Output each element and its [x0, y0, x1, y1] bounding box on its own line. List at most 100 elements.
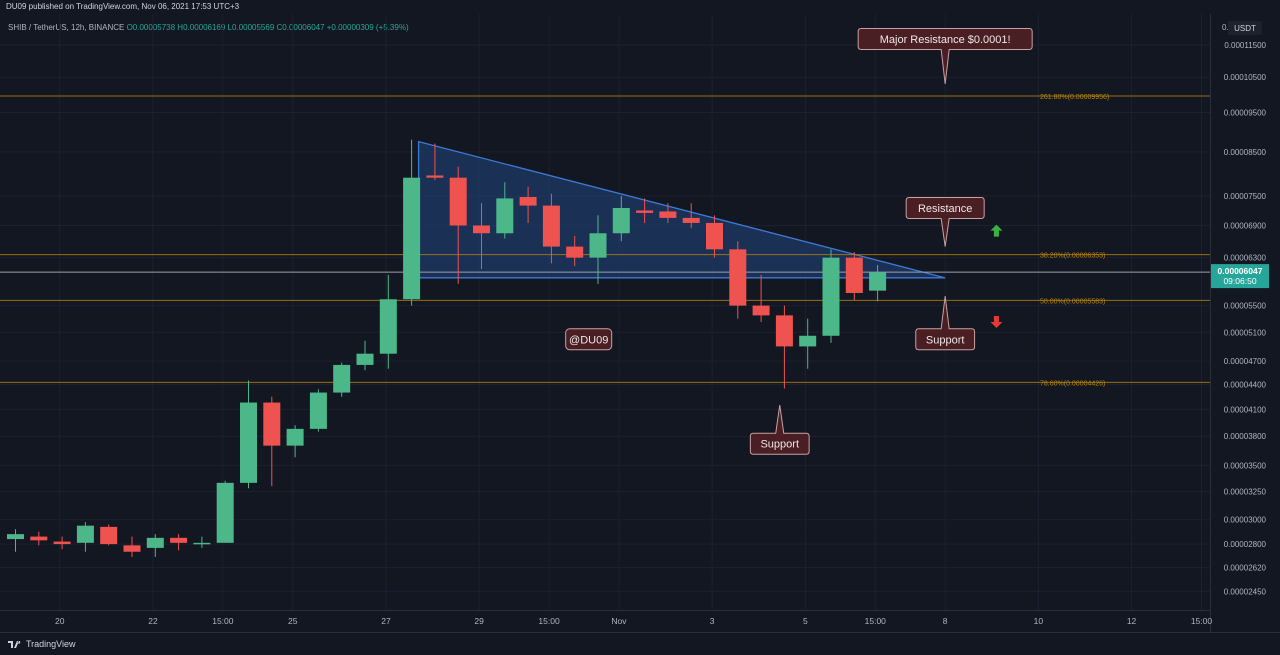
- candle[interactable]: [7, 529, 24, 552]
- candle-body: [146, 537, 164, 548]
- time-tick-label: 25: [288, 616, 298, 626]
- callout-text: @DU09: [569, 334, 608, 346]
- candle[interactable]: [496, 182, 514, 239]
- candle[interactable]: [473, 203, 490, 270]
- candle[interactable]: [123, 536, 141, 557]
- candle-body: [682, 217, 700, 223]
- price-tick-label: 0.00005100: [1224, 328, 1267, 337]
- candle[interactable]: [170, 534, 188, 551]
- candle[interactable]: [263, 396, 281, 487]
- candle-body: [729, 249, 747, 306]
- candle-body: [706, 222, 723, 250]
- price-tick-label: 0.00003250: [1224, 487, 1267, 496]
- candle-body: [379, 299, 397, 354]
- candle[interactable]: [659, 203, 677, 223]
- tradingview-logo-icon: [8, 641, 21, 648]
- candle[interactable]: [822, 249, 840, 343]
- callout[interactable]: @DU09: [565, 328, 613, 351]
- candle[interactable]: [379, 274, 397, 369]
- top-bar: DU09 published on TradingView.com, Nov 0…: [0, 0, 1280, 14]
- candle[interactable]: [286, 425, 304, 458]
- candle-body: [216, 482, 234, 543]
- grid: [0, 14, 1210, 610]
- last-price-label: 0.00006047: [1218, 266, 1263, 276]
- candle[interactable]: [216, 480, 234, 543]
- brand-name: TradingView: [26, 639, 76, 649]
- callout[interactable]: Support: [749, 405, 810, 455]
- candle-body: [76, 525, 94, 543]
- callout-box: [565, 328, 613, 351]
- candle-body: [612, 208, 630, 234]
- time-tick-label: 22: [148, 616, 158, 626]
- symbol-info[interactable]: SHIB / TetherUS, 12h, BINANCE: [8, 23, 125, 32]
- candle[interactable]: [775, 305, 793, 389]
- candle-body: [123, 545, 141, 552]
- candle[interactable]: [845, 252, 863, 301]
- candle[interactable]: [76, 522, 94, 552]
- callout[interactable]: Resistance: [905, 197, 985, 247]
- candle[interactable]: [752, 274, 770, 323]
- price-tick-label: 0.00011500: [1224, 41, 1266, 50]
- callout-box: [915, 296, 976, 351]
- candle[interactable]: [449, 166, 467, 284]
- candle[interactable]: [403, 139, 421, 306]
- candle[interactable]: [589, 215, 607, 284]
- candle[interactable]: [869, 265, 887, 302]
- candle[interactable]: [426, 143, 444, 180]
- candle[interactable]: [636, 198, 654, 223]
- candle[interactable]: [333, 362, 351, 397]
- candles: [7, 139, 887, 557]
- time-tick-label: 27: [381, 616, 391, 626]
- candle[interactable]: [682, 203, 700, 229]
- candle[interactable]: [309, 389, 327, 432]
- price-tick-label: 0.00009500: [1224, 109, 1267, 118]
- candle[interactable]: [193, 536, 211, 548]
- candle-body: [636, 210, 654, 213]
- candle-body: [426, 175, 444, 178]
- price-tick-label: 0.00007500: [1224, 192, 1267, 201]
- time-axis-bg: [0, 610, 1210, 632]
- candle[interactable]: [146, 534, 164, 557]
- candle-body: [542, 205, 560, 247]
- price-axis: 0.00002450 0.00002620 0.00002800 0.00003000…: [1210, 14, 1280, 632]
- arrow-down-icon[interactable]: [990, 316, 1003, 329]
- candle-body: [30, 536, 48, 541]
- candle-body: [799, 335, 817, 347]
- candle[interactable]: [519, 186, 537, 223]
- candle-body: [356, 353, 374, 365]
- currency-badge[interactable]: [1228, 21, 1262, 35]
- candle-body: [519, 196, 537, 206]
- callout[interactable]: Major Resistance $0.0001!: [857, 27, 1033, 85]
- candle-body: [240, 402, 257, 483]
- symbol-ohlc-line: SHIB / TetherUS, 12h, BINANCE O0.0000573…: [8, 23, 409, 32]
- time-tick-label: 15:00: [1191, 616, 1213, 626]
- price-tick-label: 0.00004700: [1224, 357, 1267, 366]
- candle[interactable]: [542, 193, 560, 264]
- candle[interactable]: [100, 524, 118, 546]
- candle[interactable]: [356, 340, 374, 371]
- candle[interactable]: [30, 531, 48, 546]
- candle-body: [869, 272, 887, 291]
- candle[interactable]: [706, 215, 723, 258]
- candle-body: [473, 225, 490, 234]
- candle[interactable]: [566, 235, 584, 267]
- candle[interactable]: [729, 241, 747, 319]
- tradingview-logo[interactable]: TradingView: [8, 639, 76, 649]
- callout-text: Support: [760, 439, 799, 451]
- price-tick-label: 0.00002450: [1224, 587, 1267, 596]
- candle[interactable]: [53, 536, 71, 550]
- arrow-up-icon[interactable]: [990, 224, 1003, 237]
- candle[interactable]: [799, 318, 817, 369]
- callout-box: [749, 405, 810, 455]
- candle[interactable]: [612, 196, 630, 242]
- callout[interactable]: Support: [915, 296, 976, 351]
- candle-body: [775, 315, 793, 347]
- callout-box: [857, 27, 1033, 85]
- time-tick-label: 12: [1127, 616, 1137, 626]
- candle-body: [496, 198, 514, 234]
- candle-body: [659, 211, 677, 218]
- candle-body: [286, 428, 304, 446]
- candle[interactable]: [240, 380, 257, 489]
- price-tick-label: 0.00003000: [1224, 516, 1267, 525]
